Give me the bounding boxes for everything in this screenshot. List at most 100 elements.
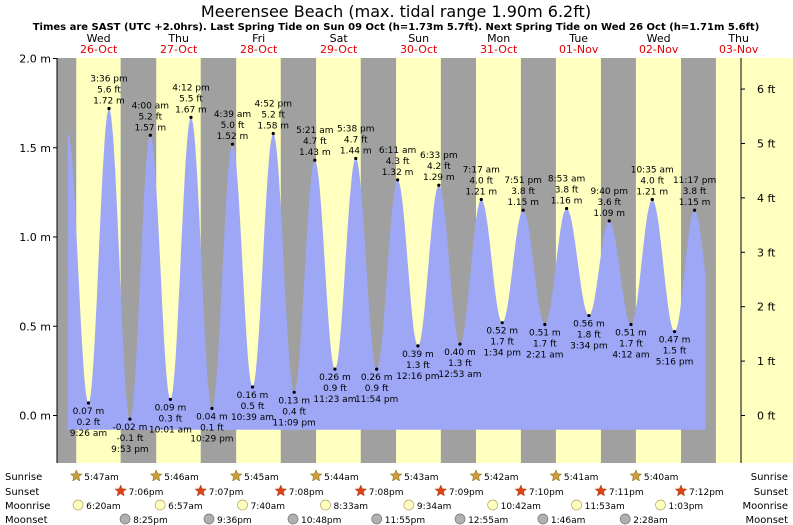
- tide-height-ft: 4.7 ft: [344, 135, 368, 145]
- tide-height-ft: 1.3 ft: [448, 359, 472, 369]
- sunset-time: 7:09pm: [449, 488, 484, 498]
- tide-time: 9:53 pm: [111, 445, 149, 455]
- moonrise-icon: [487, 499, 499, 511]
- sunrise-time: 5:46am: [164, 473, 199, 483]
- tide-height-ft: 5.5 ft: [179, 94, 203, 104]
- moonrise-row-label: Moonrise: [5, 501, 50, 512]
- tide-height-ft: 1.3 ft: [406, 361, 430, 371]
- sunset-star-icon: [434, 484, 448, 497]
- tide-height-m: 1.72 m: [93, 96, 125, 106]
- y-tick-label-m: 0.0 m: [19, 410, 51, 423]
- moonset-time: 8:25pm: [133, 516, 168, 525]
- tide-height-ft: 0.2 ft: [77, 418, 101, 428]
- tide-height-m: 1.32 m: [382, 168, 414, 178]
- tide-height-m: 0.51 m: [615, 328, 647, 338]
- y-tick-label-ft: 5 ft: [757, 137, 776, 150]
- moonset-time: 9:36pm: [217, 516, 252, 525]
- sun-moon-rows: Sunrise Sunset Moonrise Moonset Sunrise …: [5, 469, 788, 525]
- tide-height-ft: 5.0 ft: [221, 121, 245, 131]
- daylight-band: [715, 58, 741, 463]
- tide-height-ft: 3.8 ft: [511, 187, 535, 197]
- sunrise-star-icon: [389, 469, 403, 482]
- moonrise-icon: [72, 499, 84, 511]
- tide-time: 4:12 am: [612, 350, 649, 360]
- tide-time: 6:11 am: [379, 146, 416, 156]
- tide-point: [672, 330, 677, 334]
- tide-point: [230, 142, 235, 146]
- sunset-time: 7:08pm: [369, 488, 404, 498]
- moonrise-time: 1:03pm: [669, 502, 704, 512]
- tide-height-ft: 5.6 ft: [97, 85, 121, 95]
- sunset-time: 7:06pm: [129, 488, 164, 498]
- tide-height-m: 0.07 m: [73, 407, 105, 417]
- sunset-star-icon: [514, 484, 528, 497]
- day-date: 27-Oct: [160, 43, 198, 56]
- tide-height-ft: 1.5 ft: [663, 347, 687, 357]
- tide-height-m: 0.04 m: [196, 412, 228, 422]
- tide-height-m: 0.40 m: [444, 348, 476, 358]
- moonset-icon: [619, 513, 631, 525]
- tide-height-ft: 4.3 ft: [386, 157, 410, 167]
- tide-height-ft: 4.0 ft: [640, 177, 664, 187]
- day-date: 26-Oct: [80, 43, 118, 56]
- y-tick-label-m: 1.0 m: [19, 231, 51, 244]
- moonset-time: 1:46am: [551, 516, 586, 525]
- tide-point: [86, 401, 91, 405]
- tide-point: [250, 385, 255, 389]
- tide-height-m: -0.02 m: [112, 423, 147, 433]
- tide-height-m: 0.13 m: [278, 396, 310, 406]
- tide-point: [521, 208, 525, 212]
- tide-time: 2:21 am: [526, 350, 563, 360]
- sunrise-star-icon: [69, 469, 83, 482]
- tide-water-area: [67, 108, 706, 430]
- tide-height-m: 0.39 m: [402, 350, 434, 360]
- tide-time: 4:00 am: [132, 101, 169, 111]
- moonrise-time: 11:53am: [585, 502, 625, 512]
- tide-time: 4:12 pm: [172, 83, 210, 93]
- tide-time: 11:54 pm: [355, 395, 398, 405]
- sunset-time: 7:07pm: [209, 488, 244, 498]
- tide-point: [189, 115, 193, 120]
- sunrise-star-icon: [549, 469, 563, 482]
- day-name: Thu: [167, 32, 189, 45]
- day-date: 31-Oct: [480, 43, 518, 56]
- tide-height-ft: 4.2 ft: [427, 162, 451, 172]
- moonrise-time: 10:42am: [501, 502, 541, 512]
- y-tick-label-m: 1.5 m: [19, 142, 51, 155]
- tide-time: 8:53 am: [548, 174, 585, 184]
- tide-point: [107, 106, 111, 111]
- sunset-star-icon: [194, 484, 208, 497]
- tide-point: [292, 390, 296, 394]
- moonrise-icon: [403, 499, 415, 511]
- tide-height-ft: 5.2 ft: [261, 110, 285, 120]
- y-tick-label-ft: 4 ft: [757, 192, 776, 205]
- day-name: Wed: [87, 32, 111, 45]
- y-tick-label-ft: 2 ft: [757, 301, 776, 314]
- sunrise-time: 5:40am: [644, 473, 679, 483]
- day-headers: Wed26-OctThu27-OctFri28-OctSat29-OctSun3…: [80, 32, 759, 56]
- tide-time: 5:38 pm: [337, 124, 375, 134]
- moonrise-icon: [655, 499, 666, 511]
- moonset-time: 11:55pm: [385, 516, 425, 525]
- sunrise-time: 5:41am: [564, 473, 599, 483]
- tide-point: [437, 183, 441, 187]
- tide-height-ft: 4.0 ft: [469, 177, 493, 187]
- moonset-icon: [119, 513, 131, 525]
- day-date: 01-Nov: [559, 43, 599, 56]
- tide-point: [543, 322, 547, 327]
- tide-time: 10:01 am: [149, 425, 192, 435]
- sunrise-star-icon: [629, 469, 643, 482]
- moonrise-icon: [237, 499, 248, 511]
- moonset-icon: [454, 513, 466, 525]
- tide-time: 3:34 pm: [570, 342, 608, 352]
- tide-point: [458, 342, 462, 346]
- day-date: 30-Oct: [400, 43, 438, 56]
- tide-time: 11:17 pm: [673, 176, 716, 186]
- tide-height-m: 1.21 m: [465, 188, 497, 198]
- moonrise-icon: [154, 499, 166, 511]
- tide-point: [693, 208, 697, 212]
- tide-height-m: 1.15 m: [679, 198, 711, 208]
- daylight-band-edge: [741, 58, 793, 463]
- moonrise-time: 6:57am: [168, 502, 203, 512]
